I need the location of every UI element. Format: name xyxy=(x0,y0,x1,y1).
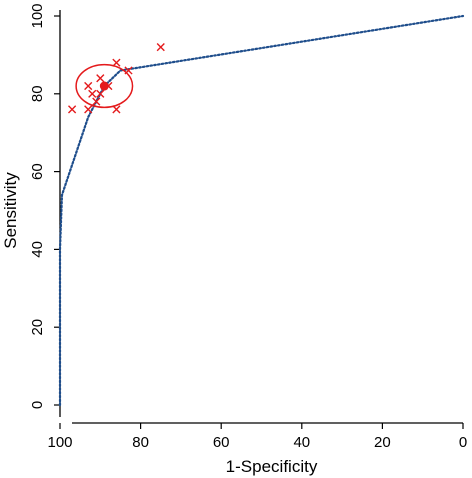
y-tick-label: 100 xyxy=(29,3,46,28)
study-point-marker xyxy=(96,89,105,98)
study-point-marker xyxy=(112,58,121,67)
study-point-marker xyxy=(84,81,93,91)
study-point-marker xyxy=(124,66,133,75)
confidence-region xyxy=(75,63,134,109)
x-axis-title: 1-Specificity xyxy=(226,457,318,476)
summary-roc-curve xyxy=(58,14,465,407)
y-tick-label: 40 xyxy=(29,241,46,258)
x-tick-label: 80 xyxy=(132,434,149,451)
study-point-marker xyxy=(88,89,97,98)
y-axis-title: Sensitivity xyxy=(1,172,20,249)
x-tick-label: 20 xyxy=(374,434,391,451)
study-point-marker xyxy=(84,105,93,114)
study-point-marker xyxy=(96,74,105,83)
x-tick-label: 40 xyxy=(293,434,310,451)
study-point-marker xyxy=(112,105,121,114)
study-point-marker xyxy=(156,43,165,52)
study-point-marker xyxy=(92,97,101,106)
y-tick-label: 20 xyxy=(29,319,46,336)
y-tick-label: 80 xyxy=(29,85,46,102)
x-tick-label: 100 xyxy=(47,434,72,451)
x-tick-label: 0 xyxy=(459,434,467,451)
summary-point-marker xyxy=(99,81,109,91)
study-point-marker xyxy=(67,105,77,114)
y-tick-label: 0 xyxy=(29,401,46,409)
x-tick-label: 60 xyxy=(213,434,230,451)
y-tick-label: 60 xyxy=(29,163,46,180)
